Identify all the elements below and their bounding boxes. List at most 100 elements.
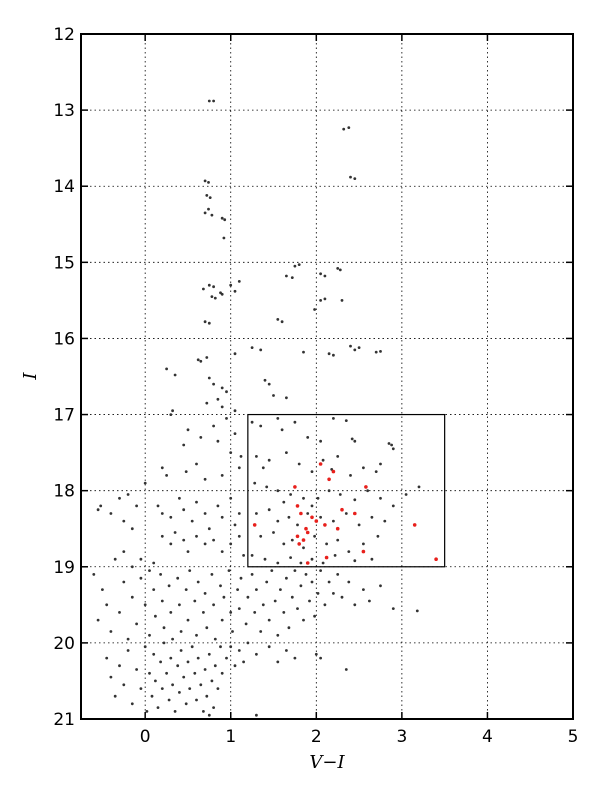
star-point	[195, 633, 198, 637]
star-point	[207, 652, 211, 656]
star-point	[304, 573, 308, 576]
star-point	[229, 645, 233, 649]
star-point	[391, 447, 395, 451]
star-point	[143, 603, 147, 607]
star-point	[353, 177, 357, 181]
star-point	[296, 523, 299, 527]
star-point	[186, 550, 190, 553]
star-point	[236, 588, 240, 591]
star-point	[220, 618, 224, 622]
star-point	[313, 614, 316, 618]
star-point	[178, 603, 181, 607]
star-point	[270, 569, 274, 572]
star-point	[203, 477, 207, 481]
star-point	[205, 401, 209, 405]
star-point	[349, 175, 352, 179]
x-axis-label: V−I	[309, 752, 345, 773]
star-point	[255, 652, 258, 656]
star-point	[188, 687, 192, 690]
star-point	[255, 512, 258, 515]
star-point	[154, 614, 157, 618]
star-point	[169, 542, 173, 546]
star-point	[148, 569, 151, 572]
y-tick-label: 20	[53, 634, 75, 654]
star-point	[282, 542, 286, 546]
star-point	[220, 474, 224, 477]
star-point	[333, 554, 337, 557]
selected-star-point	[252, 523, 257, 527]
star-point	[250, 573, 254, 576]
star-point	[237, 607, 241, 610]
star-point	[261, 603, 265, 607]
selected-star-point	[301, 538, 306, 542]
star-point	[289, 493, 292, 496]
star-point	[159, 660, 163, 664]
star-point	[118, 496, 121, 500]
star-point	[242, 660, 246, 664]
star-point	[323, 603, 327, 607]
star-point	[156, 504, 160, 508]
star-point	[233, 432, 237, 435]
selected-star-point	[295, 534, 300, 539]
star-point	[306, 436, 310, 439]
star-point	[160, 466, 164, 470]
star-point	[207, 321, 211, 325]
star-point	[229, 611, 233, 614]
star-point	[222, 236, 226, 240]
star-point	[336, 267, 340, 270]
star-point	[290, 595, 294, 599]
star-point	[353, 603, 357, 607]
star-point	[205, 694, 209, 698]
star-point	[203, 211, 207, 215]
star-point	[182, 508, 186, 512]
star-point	[404, 493, 408, 496]
star-point	[290, 538, 294, 542]
star-point	[184, 702, 188, 706]
selected-star-point	[304, 526, 308, 531]
star-point	[126, 637, 130, 641]
star-point	[293, 264, 297, 268]
star-point	[237, 512, 241, 515]
star-point	[212, 424, 216, 428]
star-point	[126, 493, 130, 496]
star-point	[287, 626, 291, 630]
star-point	[250, 554, 254, 557]
star-point	[207, 376, 211, 380]
star-point	[233, 409, 237, 413]
star-point	[376, 534, 380, 538]
star-point	[290, 276, 294, 279]
y-tick-label: 12	[53, 25, 75, 45]
star-point	[336, 538, 340, 542]
star-point	[162, 641, 166, 645]
star-point	[233, 352, 237, 356]
star-point	[193, 671, 197, 675]
selected-star-point	[340, 507, 344, 512]
y-tick-label: 15	[53, 253, 75, 273]
star-point	[319, 439, 322, 443]
star-point	[255, 455, 258, 458]
star-point	[210, 679, 214, 683]
star-point	[92, 573, 96, 576]
star-point	[196, 656, 200, 660]
y-tick-label: 13	[53, 101, 75, 121]
star-point	[250, 346, 254, 349]
star-point	[368, 599, 371, 603]
star-point	[263, 557, 267, 561]
star-point	[319, 299, 322, 302]
star-point	[323, 274, 327, 278]
star-point	[330, 468, 334, 471]
selected-star-point	[305, 530, 310, 535]
star-point	[220, 292, 224, 296]
star-point	[287, 515, 291, 519]
star-point	[362, 588, 365, 591]
star-point	[325, 542, 328, 546]
star-point	[207, 99, 211, 103]
star-point	[109, 512, 113, 515]
star-point	[316, 496, 320, 500]
star-point	[267, 458, 271, 462]
star-point	[212, 538, 216, 542]
star-point	[263, 378, 267, 382]
star-point	[280, 320, 284, 324]
star-point	[216, 439, 220, 443]
x-tick-labels: 0 1 2 3 4 5	[140, 727, 579, 747]
